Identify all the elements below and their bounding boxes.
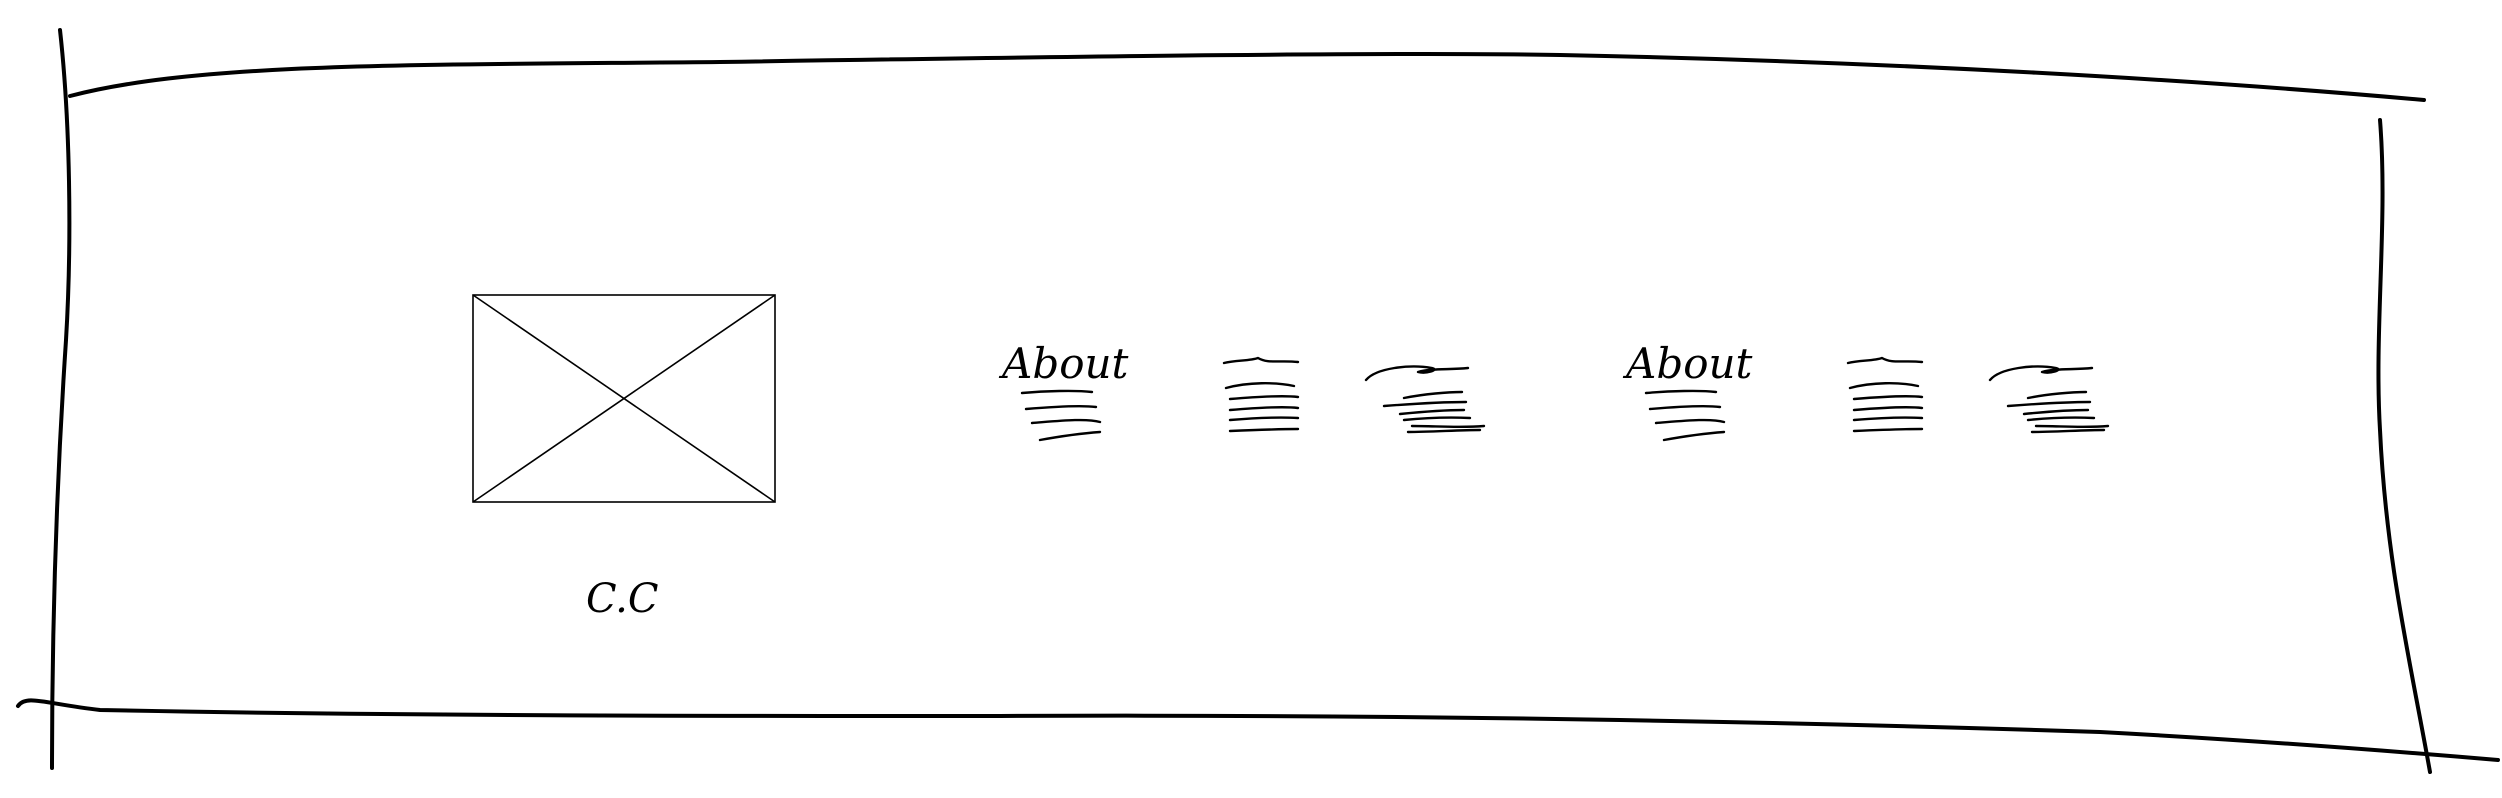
link-line bbox=[1848, 382, 1920, 390]
link-line bbox=[1662, 430, 1726, 442]
image-placeholder-diagonal-b bbox=[472, 294, 776, 503]
link-line bbox=[1228, 405, 1300, 412]
link-line bbox=[2006, 400, 2092, 408]
link-line bbox=[1382, 400, 1468, 408]
nav-group-2-column-3 bbox=[1988, 365, 2110, 434]
nav-group-2-link-lines bbox=[1644, 389, 1726, 442]
frame-top-line bbox=[68, 51, 2426, 102]
frame-left-line bbox=[50, 28, 72, 770]
link-line bbox=[1402, 390, 1464, 400]
column-heading-scribble bbox=[1222, 356, 1300, 365]
frame-right-line bbox=[2376, 118, 2432, 774]
link-line bbox=[1228, 394, 1300, 401]
nav-group-2-title: About bbox=[1622, 339, 1753, 388]
link-line bbox=[2022, 408, 2090, 416]
image-placeholder bbox=[472, 294, 776, 503]
link-line bbox=[1644, 389, 1718, 395]
nav-group-1-column-2 bbox=[1222, 356, 1300, 433]
nav-group-1-link-lines bbox=[1020, 389, 1102, 442]
link-line bbox=[1852, 405, 1924, 412]
frame-bottom-line bbox=[16, 698, 2500, 762]
link-line bbox=[2030, 428, 2106, 434]
link-line bbox=[1410, 424, 1486, 429]
nav-group-1-title: About bbox=[998, 339, 1129, 388]
link-line bbox=[1020, 389, 1094, 395]
link-line bbox=[1228, 427, 1300, 433]
link-line bbox=[1648, 404, 1722, 411]
link-line bbox=[1038, 430, 1102, 442]
sketch-frame bbox=[16, 28, 2500, 774]
nav-group-2-column-2 bbox=[1846, 356, 1924, 433]
column-heading-scribble bbox=[1846, 356, 1924, 365]
link-line bbox=[1852, 416, 1924, 422]
link-line bbox=[1654, 418, 1726, 425]
nav-group-1-column-3 bbox=[1364, 365, 1486, 434]
link-line bbox=[1398, 408, 1466, 416]
link-line bbox=[1024, 404, 1098, 411]
image-placeholder-box bbox=[472, 294, 776, 503]
image-caption: C.C bbox=[586, 576, 659, 622]
link-line bbox=[1852, 427, 1924, 433]
column-heading-scribble bbox=[1364, 365, 1470, 382]
link-line bbox=[1852, 394, 1924, 401]
link-line bbox=[2026, 390, 2088, 400]
link-line bbox=[2026, 416, 2096, 422]
link-line bbox=[1224, 382, 1296, 390]
nav-group-2: About bbox=[1622, 339, 1753, 442]
link-line bbox=[1406, 428, 1482, 434]
link-line bbox=[2034, 424, 2110, 429]
link-line bbox=[1030, 418, 1102, 425]
nav-group-1: About bbox=[998, 339, 1129, 442]
column-heading-scribble bbox=[1988, 365, 2094, 382]
link-line bbox=[1228, 416, 1300, 422]
link-line bbox=[1402, 416, 1472, 422]
